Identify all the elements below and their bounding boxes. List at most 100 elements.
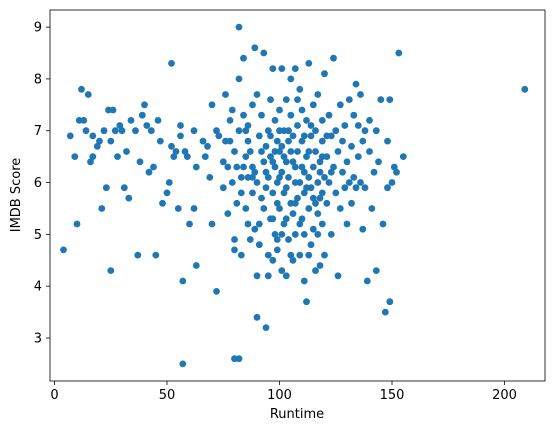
data-point [260, 158, 268, 166]
data-point [336, 101, 344, 109]
data-point [215, 132, 223, 140]
x-tick-label: 0 [50, 388, 58, 403]
data-point [287, 148, 295, 155]
data-point [190, 127, 198, 135]
data-point [316, 194, 324, 202]
data-point [312, 148, 319, 155]
data-point [521, 85, 529, 93]
data-point [285, 137, 292, 145]
data-point [264, 251, 272, 259]
data-point [366, 117, 373, 124]
data-point [305, 60, 313, 67]
data-point [278, 231, 286, 238]
data-point [343, 158, 351, 166]
data-point [303, 117, 310, 124]
data-point [213, 127, 220, 135]
data-point [309, 101, 317, 109]
data-point [278, 142, 286, 150]
data-point [273, 246, 281, 254]
data-point [273, 179, 281, 186]
data-point [276, 127, 283, 135]
data-point [260, 205, 268, 212]
data-point [384, 184, 391, 192]
data-point [370, 168, 378, 176]
data-point [100, 127, 108, 135]
data-point [186, 220, 193, 228]
data-point [242, 205, 250, 212]
data-point [165, 179, 173, 186]
data-point [314, 210, 322, 218]
data-point [114, 153, 121, 161]
data-point [300, 189, 308, 197]
data-point [154, 117, 162, 124]
data-point [289, 210, 297, 218]
data-point [132, 127, 139, 135]
data-point [357, 91, 364, 98]
data-point [273, 236, 281, 243]
x-tick-label: 200 [492, 388, 517, 403]
data-point [388, 179, 396, 186]
data-point [282, 215, 290, 223]
data-point [291, 65, 299, 72]
data-point [294, 148, 301, 155]
data-point [190, 205, 198, 212]
data-point [253, 313, 261, 321]
data-point [307, 122, 315, 129]
data-point [235, 355, 243, 363]
data-point [251, 44, 259, 52]
data-point [280, 189, 288, 197]
data-point [269, 189, 277, 197]
data-point [258, 111, 265, 119]
data-point [321, 70, 328, 78]
data-point [375, 158, 382, 166]
data-point [208, 220, 216, 228]
data-point [372, 127, 380, 135]
data-point [251, 168, 259, 176]
data-point [352, 80, 360, 88]
data-point [298, 137, 306, 145]
y-tick-label: 3 [34, 331, 42, 346]
data-point [285, 174, 292, 181]
data-point [102, 184, 110, 192]
data-point [269, 256, 277, 264]
data-point [312, 267, 319, 274]
data-point [273, 137, 281, 145]
data-point [163, 189, 171, 197]
data-point [242, 127, 250, 135]
data-point [276, 174, 283, 181]
data-point [278, 168, 286, 176]
data-point [395, 49, 403, 57]
data-point [271, 231, 279, 238]
data-point [393, 168, 400, 176]
data-point [357, 179, 364, 186]
data-point [309, 225, 317, 233]
data-point [262, 184, 270, 192]
data-point [381, 308, 389, 316]
data-point [147, 127, 155, 135]
data-point [316, 262, 324, 269]
data-point [289, 132, 297, 140]
data-point [240, 163, 247, 171]
data-point [271, 148, 279, 155]
x-axis-label: Runtime [270, 407, 324, 422]
data-point [336, 205, 344, 212]
data-point [242, 153, 250, 161]
data-point [233, 199, 241, 207]
data-point [237, 189, 245, 197]
data-point [192, 262, 200, 269]
data-point [327, 231, 335, 238]
data-point [228, 106, 236, 114]
data-point [235, 75, 243, 83]
data-point [258, 148, 265, 155]
data-point [183, 153, 191, 161]
data-point [240, 111, 247, 119]
data-point [305, 251, 313, 259]
data-point [116, 122, 124, 129]
data-point [253, 179, 261, 186]
data-point [181, 148, 189, 155]
data-point [366, 148, 373, 155]
data-point [377, 96, 385, 103]
y-axis-ticks: 3 4 5 6 7 8 9 [34, 21, 50, 346]
data-point [235, 127, 243, 135]
data-point [330, 163, 337, 171]
